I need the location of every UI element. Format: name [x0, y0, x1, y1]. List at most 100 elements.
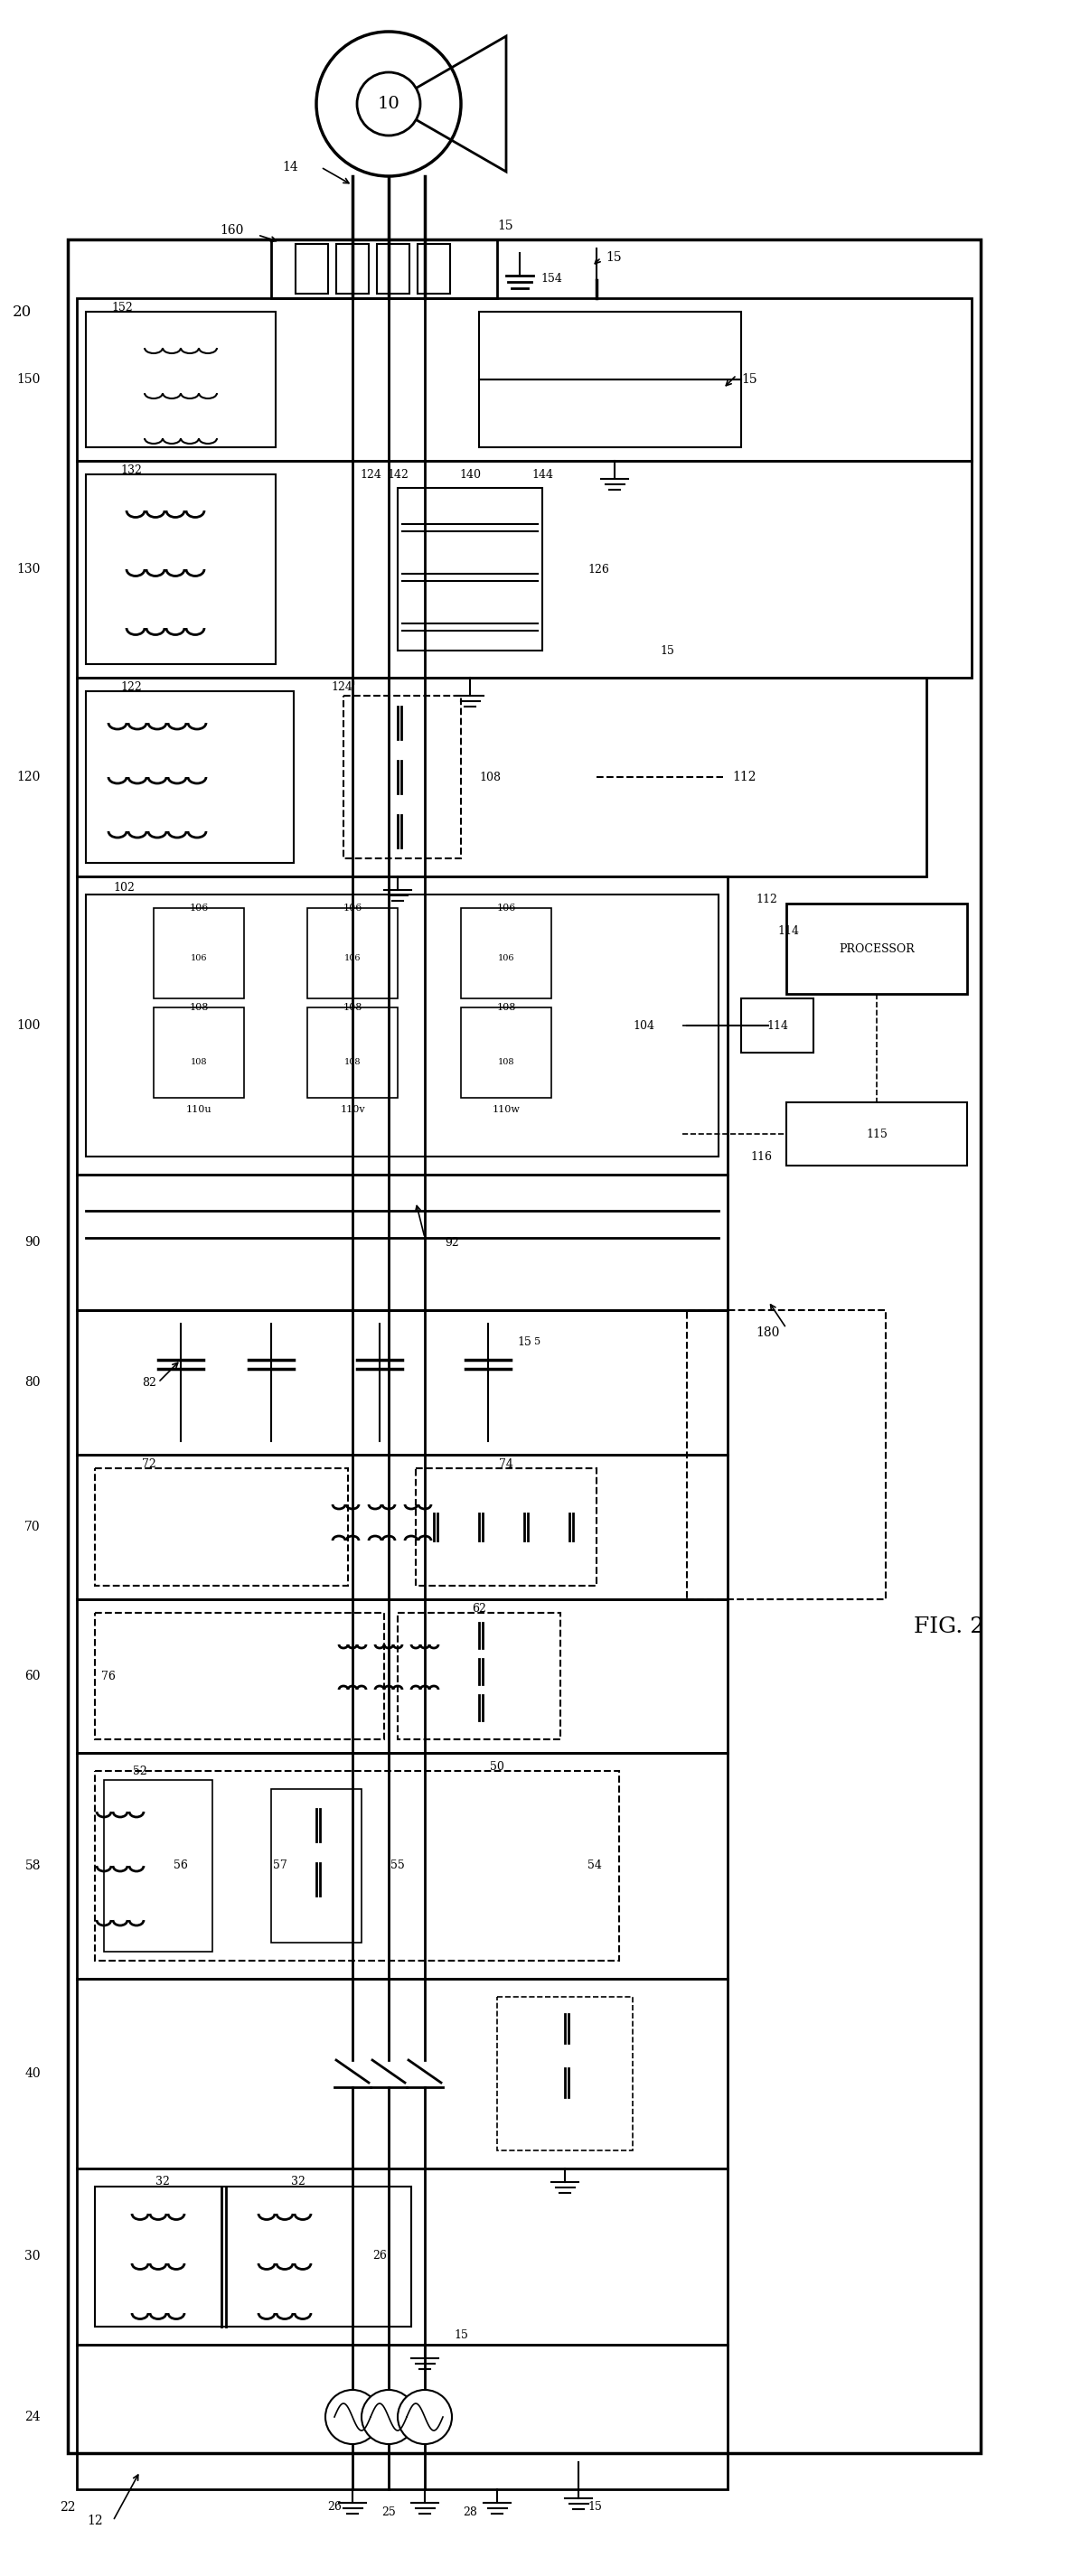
Text: 32: 32 [291, 2177, 305, 2187]
Text: 15: 15 [497, 219, 513, 232]
Bar [76, 1311, 727, 1455]
Circle shape [316, 31, 461, 175]
Text: 142: 142 [387, 469, 409, 479]
Text: 40: 40 [25, 2069, 40, 2079]
Text: 25: 25 [381, 2506, 396, 2517]
Text: 124': 124' [331, 680, 355, 693]
Text: 106: 106 [498, 953, 514, 961]
Bar [76, 2344, 727, 2488]
Text: 108: 108 [479, 770, 500, 783]
Bar [86, 894, 718, 1157]
Text: 122: 122 [120, 680, 142, 693]
Text: 106: 106 [343, 904, 362, 912]
Text: 32: 32 [156, 2177, 170, 2187]
Bar [741, 999, 813, 1054]
Bar [336, 245, 368, 294]
Bar [461, 909, 552, 999]
Bar [271, 240, 497, 299]
Bar [76, 1600, 727, 1752]
Text: 10: 10 [377, 95, 400, 111]
Text: 140: 140 [459, 469, 481, 479]
Bar [417, 245, 450, 294]
Text: 30: 30 [25, 2249, 40, 2262]
Bar [76, 299, 971, 461]
Text: 15: 15 [606, 252, 621, 263]
Text: 106: 106 [190, 904, 208, 912]
Circle shape [362, 2391, 415, 2445]
Text: 126: 126 [588, 564, 609, 574]
Text: 106: 106 [344, 953, 361, 961]
Text: 115: 115 [865, 1128, 887, 1139]
Bar [154, 1007, 244, 1097]
Text: 14: 14 [282, 160, 299, 173]
Bar [68, 240, 981, 2452]
Text: 54: 54 [588, 1860, 602, 1873]
Text: 108: 108 [496, 1002, 516, 1012]
Text: 52: 52 [133, 1765, 147, 1777]
Text: 108: 108 [344, 1059, 361, 1066]
Text: 15: 15 [588, 2501, 602, 2514]
Circle shape [326, 2391, 379, 2445]
Text: 24: 24 [25, 2411, 40, 2424]
Bar [76, 2169, 727, 2344]
Text: 120: 120 [16, 770, 40, 783]
Text: 160: 160 [220, 224, 244, 237]
Text: 72: 72 [142, 1458, 156, 1471]
Text: 110v: 110v [340, 1105, 365, 1113]
Bar [497, 1996, 632, 2151]
Text: 57: 57 [274, 1860, 288, 1873]
Text: 144: 144 [532, 469, 553, 479]
Bar [398, 1613, 560, 1739]
Text: 102: 102 [113, 881, 134, 894]
Text: 55: 55 [390, 1860, 404, 1873]
Bar [307, 909, 398, 999]
Text: 124: 124 [360, 469, 381, 479]
Bar [461, 1007, 552, 1097]
Bar [76, 1455, 727, 1600]
Bar [104, 1780, 213, 1953]
Text: 90: 90 [25, 1236, 40, 1249]
Bar [95, 1468, 348, 1587]
Text: 116: 116 [750, 1151, 772, 1162]
Text: 15: 15 [741, 374, 758, 386]
Bar [76, 1752, 727, 1978]
Text: 112: 112 [755, 894, 777, 904]
Bar [76, 1978, 727, 2169]
Text: 154: 154 [541, 273, 562, 283]
Text: 5: 5 [534, 1337, 541, 1347]
Bar [76, 876, 727, 1175]
Text: 62: 62 [472, 1602, 486, 1615]
Bar [377, 245, 410, 294]
Text: 150: 150 [16, 374, 40, 386]
Bar [479, 379, 741, 448]
Text: 26: 26 [327, 2501, 341, 2514]
Text: 152: 152 [111, 301, 133, 314]
Text: 130: 130 [16, 564, 40, 574]
Bar [343, 696, 461, 858]
Text: 110w: 110w [493, 1105, 520, 1113]
Text: 108: 108 [498, 1059, 514, 1066]
Text: 104: 104 [632, 1020, 654, 1030]
Text: 70: 70 [25, 1520, 40, 1533]
Text: 108: 108 [191, 1059, 207, 1066]
Text: 80: 80 [25, 1376, 40, 1388]
Text: 50: 50 [489, 1759, 505, 1772]
Bar [76, 461, 971, 677]
Bar [95, 1613, 384, 1739]
Bar [76, 1175, 727, 1311]
Bar [415, 1468, 596, 1587]
Bar [95, 1770, 619, 1960]
Text: 180: 180 [756, 1327, 780, 1340]
Bar [86, 312, 276, 448]
Bar [86, 474, 276, 665]
Bar [76, 677, 927, 876]
Text: 26: 26 [373, 2251, 387, 2262]
Text: 15: 15 [453, 2329, 468, 2342]
Text: 60: 60 [25, 1669, 40, 1682]
Text: 132: 132 [120, 464, 142, 477]
Bar [307, 1007, 398, 1097]
Text: 74: 74 [499, 1458, 513, 1471]
Text: 82: 82 [142, 1376, 156, 1388]
Text: 20: 20 [12, 304, 32, 319]
Bar [398, 487, 543, 652]
